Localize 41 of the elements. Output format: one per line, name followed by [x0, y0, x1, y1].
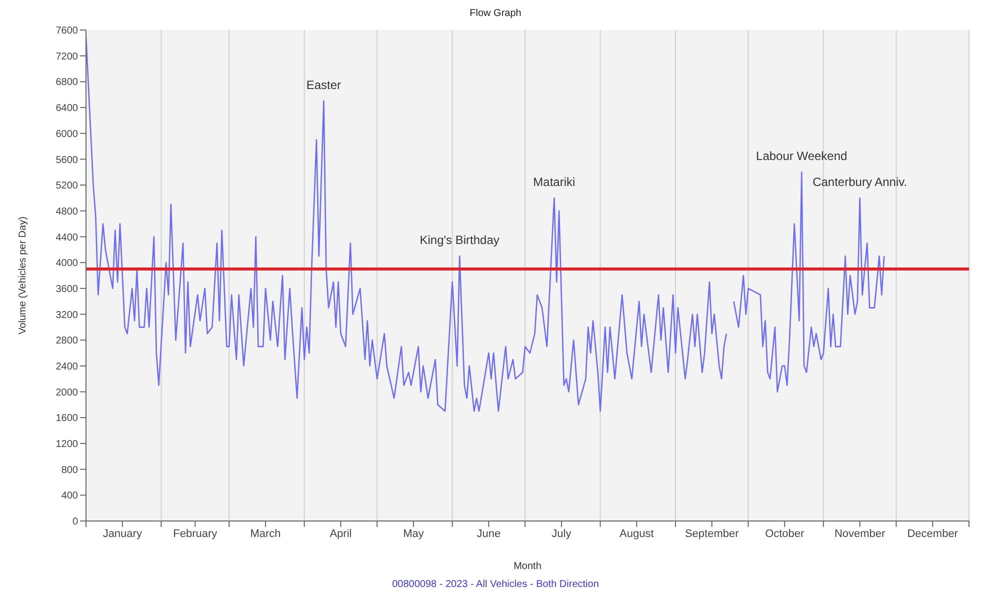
x-tick-label: August: [620, 528, 654, 540]
x-tick-label: April: [330, 528, 352, 540]
text: 00800098 - 2023 - All Vehicles - Both Direction: [391, 579, 600, 590]
y-axis-title: Volume (Vehicles per Day): [18, 216, 29, 334]
y-tick-label: 3200: [56, 310, 78, 321]
x-tick-label: October: [765, 528, 805, 540]
y-tick-label: 4000: [56, 258, 78, 270]
x-tick-label: March: [250, 528, 281, 540]
y-tick-label: 0: [72, 516, 78, 528]
x-tick-label: May: [403, 528, 424, 540]
x-tick-label: December: [907, 528, 958, 540]
y-tick-label: 6400: [56, 103, 78, 114]
x-tick-label: November: [834, 528, 886, 540]
chart-title: Flow Graph: [468, 8, 522, 21]
y-tick-label: 3600: [56, 284, 78, 295]
x-axis-title: Month: [514, 561, 542, 572]
x-tick-label: January: [102, 528, 142, 540]
y-tick-label: 2400: [56, 361, 78, 372]
annotation: King's Birthday: [420, 233, 500, 248]
annotation: Labour Weekend: [756, 149, 848, 164]
y-tick-label: 4800: [56, 206, 78, 218]
y-tick-label: 6800: [56, 77, 78, 88]
annotation: Matariki: [533, 174, 576, 189]
annotation: Easter: [306, 78, 342, 92]
y-tick-label: 6000: [56, 128, 78, 140]
y-tick-label: 5600: [56, 154, 78, 166]
annotation: Canterbury Anniv.: [812, 174, 908, 189]
x-tick-label: July: [552, 528, 572, 540]
y-tick-label: 7600: [56, 26, 78, 37]
y-tick-label: 1200: [56, 439, 78, 450]
x-tick-label: September: [684, 528, 740, 540]
y-tick-label: 2000: [56, 387, 78, 398]
x-tick-label: June: [476, 528, 501, 540]
x-tick-label: February: [173, 528, 218, 540]
y-tick-label: 4400: [56, 232, 78, 244]
y-tick-label: 400: [61, 490, 78, 502]
y-tick-label: 2800: [56, 336, 78, 347]
y-tick-label: 7200: [56, 51, 78, 62]
y-tick-label: 800: [61, 464, 78, 476]
y-tick-label: 1600: [56, 413, 78, 424]
y-tick-label: 5200: [56, 180, 78, 192]
